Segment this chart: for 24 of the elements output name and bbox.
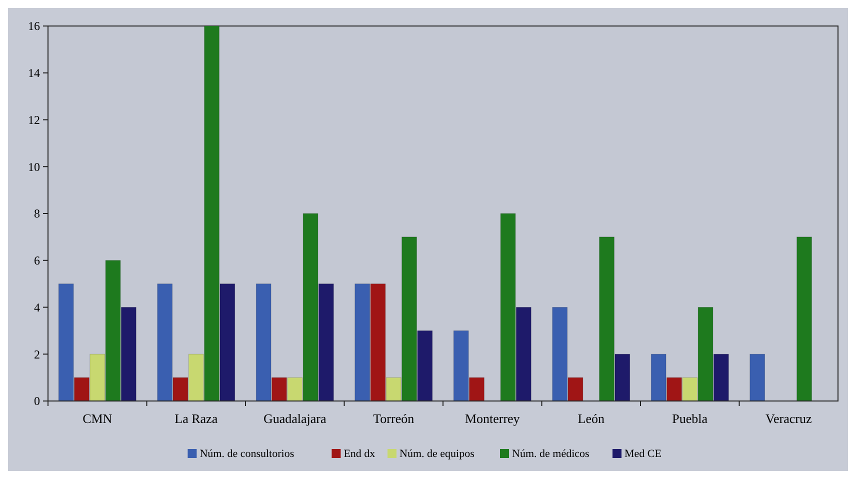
legend-label: Núm. de médicos bbox=[512, 448, 590, 460]
x-tick-label: Torreón bbox=[373, 411, 415, 426]
y-tick-label: 4 bbox=[34, 300, 40, 314]
x-tick-label: Monterrey bbox=[464, 411, 520, 426]
y-tick-label: 16 bbox=[28, 19, 40, 34]
x-tick-label: Veracruz bbox=[766, 411, 812, 426]
y-tick-label: 12 bbox=[28, 112, 40, 127]
x-tick-label: La Raza bbox=[174, 411, 218, 426]
x-tick-label: León bbox=[578, 411, 605, 426]
y-tick-label: 14 bbox=[28, 66, 40, 80]
y-tick-label: 2 bbox=[34, 347, 40, 362]
x-tick-label: CMN bbox=[82, 411, 113, 426]
bar bbox=[750, 354, 766, 402]
y-tick-label: 8 bbox=[34, 206, 40, 221]
y-tick-label: 6 bbox=[34, 254, 40, 268]
legend-label: Med CE bbox=[624, 448, 662, 460]
legend-label: End dx bbox=[344, 448, 376, 460]
y-tick-label: 0 bbox=[34, 394, 40, 408]
x-tick-label: Guadalajara bbox=[263, 411, 326, 426]
x-tick-label: Puebla bbox=[672, 411, 708, 426]
legend-label: Núm. de consultorios bbox=[200, 448, 294, 460]
bar bbox=[796, 236, 812, 402]
y-tick-label: 10 bbox=[28, 160, 40, 174]
legend-label: Núm. de equipos bbox=[400, 448, 474, 460]
